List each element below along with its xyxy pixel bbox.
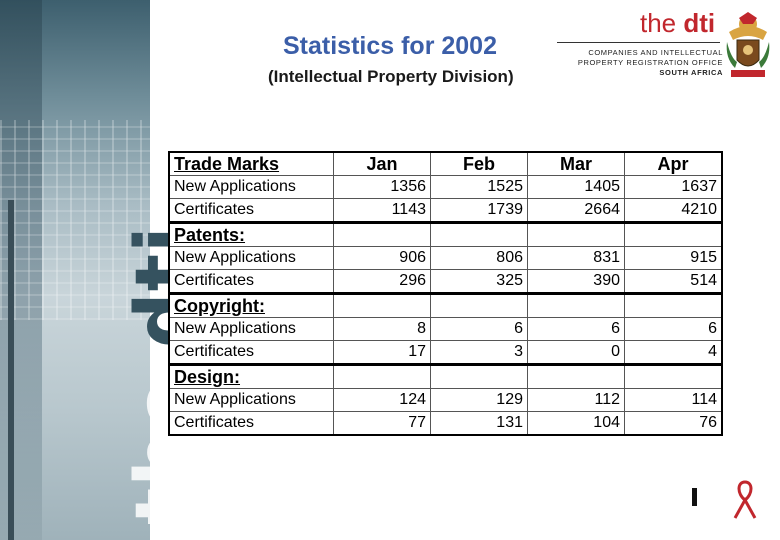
cell-value: 114	[624, 388, 723, 412]
cell-value: 1143	[333, 198, 431, 223]
coat-of-arms-icon	[726, 12, 770, 77]
empty-cell	[333, 363, 431, 389]
cell-value: 1525	[430, 175, 528, 199]
empty-cell	[624, 221, 723, 247]
column-header-feb: Feb	[430, 151, 528, 176]
cell-value: 906	[333, 246, 431, 270]
band-dark-stripe	[0, 0, 42, 540]
cell-value: 6	[430, 317, 528, 341]
cell-value: 104	[527, 411, 625, 436]
empty-cell	[527, 363, 625, 389]
empty-cell	[527, 221, 625, 247]
column-header-mar: Mar	[527, 151, 625, 176]
cell-value: 0	[527, 340, 625, 365]
cell-value: 3	[430, 340, 528, 365]
left-photo-band	[0, 0, 150, 540]
page-title: Statistics for 2002	[283, 32, 497, 60]
cell-value: 8	[333, 317, 431, 341]
table-row: Certificates 1143 1739 2664 4210	[168, 198, 723, 223]
empty-cell	[333, 292, 431, 318]
table-header-row: Trade Marks Jan Feb Mar Apr	[168, 151, 723, 176]
row-label: New Applications	[168, 317, 334, 341]
section-heading-row: Design:	[168, 363, 723, 389]
column-header-category: Trade Marks	[168, 151, 334, 176]
cell-value: 325	[430, 269, 528, 294]
cell-value: 831	[527, 246, 625, 270]
table-row: New Applications 8 6 6 6	[168, 317, 723, 341]
table-row: New Applications 1356 1525 1405 1637	[168, 175, 723, 199]
statistics-table: Trade Marks Jan Feb Mar Apr New Applicat…	[168, 151, 723, 436]
dti-logo-dti: dti	[683, 8, 716, 38]
cell-value: 390	[527, 269, 625, 294]
cell-value: 112	[527, 388, 625, 412]
empty-cell	[430, 363, 528, 389]
org-name: COMPANIES AND INTELLECTUAL PROPERTY REGI…	[563, 48, 723, 78]
cell-value: 915	[624, 246, 723, 270]
cell-value: 131	[430, 411, 528, 436]
column-header-jan: Jan	[333, 151, 431, 176]
empty-cell	[527, 292, 625, 318]
row-label: New Applications	[168, 246, 334, 270]
cell-value: 6	[527, 317, 625, 341]
cell-value: 129	[430, 388, 528, 412]
cell-value: 806	[430, 246, 528, 270]
cell-value: 1739	[430, 198, 528, 223]
cell-value: 4210	[624, 198, 723, 223]
cell-value: 2664	[527, 198, 625, 223]
org-line-3: SOUTH AFRICA	[659, 68, 723, 77]
row-label: Certificates	[168, 269, 334, 294]
cell-value: 124	[333, 388, 431, 412]
section-heading-row: Copyright:	[168, 292, 723, 318]
empty-cell	[624, 292, 723, 318]
empty-cell	[333, 221, 431, 247]
header-divider	[557, 42, 720, 43]
column-header-apr: Apr	[624, 151, 723, 176]
cell-value: 1637	[624, 175, 723, 199]
section-heading-design: Design:	[168, 363, 334, 389]
section-heading-row: Patents:	[168, 221, 723, 247]
page-subtitle: (Intellectual Property Division)	[268, 67, 514, 86]
section-heading-copyright: Copyright:	[168, 292, 334, 318]
dti-logo: the dti	[640, 8, 715, 39]
row-label: New Applications	[168, 388, 334, 412]
building-grid-pattern	[0, 120, 150, 320]
footer-bar-mark	[692, 488, 697, 506]
cell-value: 76	[624, 411, 723, 436]
org-line-2: PROPERTY REGISTRATION OFFICE	[577, 58, 723, 67]
cell-value: 1356	[333, 175, 431, 199]
cell-value: 77	[333, 411, 431, 436]
section-heading-patents: Patents:	[168, 221, 334, 247]
cell-value: 514	[624, 269, 723, 294]
table-row: New Applications 124 129 112 114	[168, 388, 723, 412]
table-row: Certificates 77 131 104 76	[168, 411, 723, 436]
cell-value: 1405	[527, 175, 625, 199]
band-vertical-bar	[8, 200, 14, 540]
row-label: Certificates	[168, 198, 334, 223]
org-line-1: COMPANIES AND INTELLECTUAL	[588, 48, 723, 57]
empty-cell	[624, 363, 723, 389]
cell-value: 4	[624, 340, 723, 365]
table-row: Certificates 296 325 390 514	[168, 269, 723, 294]
table-row: Certificates 17 3 0 4	[168, 340, 723, 365]
row-label: Certificates	[168, 411, 334, 436]
empty-cell	[430, 221, 528, 247]
cell-value: 296	[333, 269, 431, 294]
dti-logo-the: the	[640, 8, 684, 38]
empty-cell	[430, 292, 528, 318]
cell-value: 17	[333, 340, 431, 365]
row-label: New Applications	[168, 175, 334, 199]
aids-ribbon-icon	[733, 480, 757, 519]
cell-value: 6	[624, 317, 723, 341]
header-area	[150, 0, 780, 130]
table-row: New Applications 906 806 831 915	[168, 246, 723, 270]
row-label: Certificates	[168, 340, 334, 365]
